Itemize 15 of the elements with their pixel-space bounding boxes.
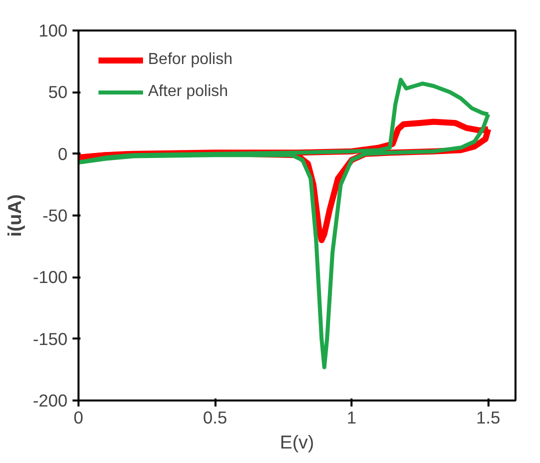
legend-label: Befor polish	[148, 51, 232, 69]
y-axis-title: i(uA)	[4, 194, 25, 237]
x-tick-label: 0.5	[203, 408, 228, 428]
y-tick-label: -200	[32, 390, 68, 410]
y-tick-label: 0	[58, 144, 68, 164]
legend-label: After polish	[148, 83, 228, 101]
x-axis-title: E(v)	[280, 432, 314, 452]
x-tick-label: 1.5	[476, 408, 500, 428]
y-tick-label: 100	[38, 20, 68, 40]
y-tick-label: -150	[32, 328, 68, 349]
y-tick-label: -50	[42, 206, 68, 226]
x-tick-label: 0	[74, 408, 84, 428]
y-tick-label: 50	[48, 82, 68, 102]
y-tick-label: -100	[32, 267, 68, 288]
x-tick-label: 1	[346, 408, 356, 428]
